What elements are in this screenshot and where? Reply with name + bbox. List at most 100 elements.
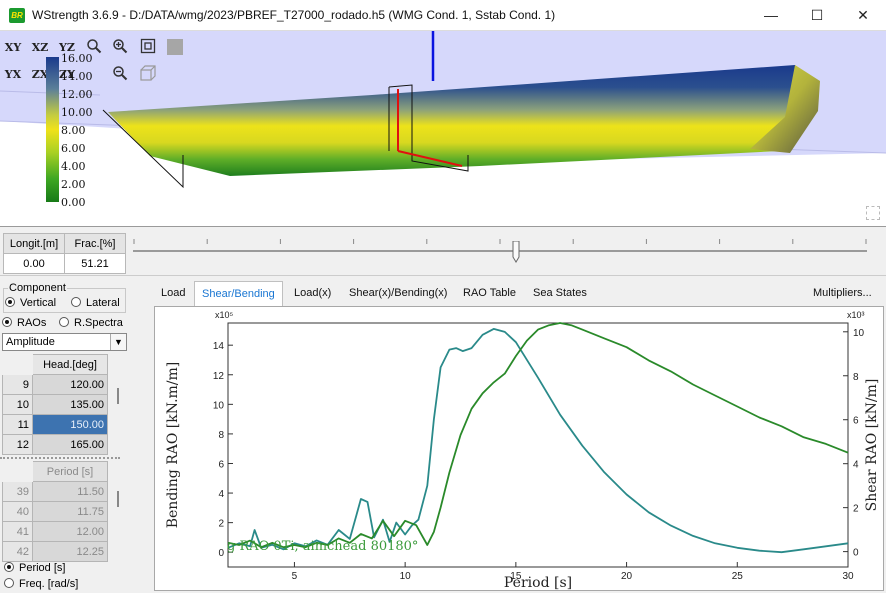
view-zy-button[interactable]: ZY xyxy=(59,68,75,81)
left-multiplier: x10⁵ xyxy=(215,310,234,320)
colorbar-label: 4.00 xyxy=(61,160,86,173)
left-y-tick-label: 6 xyxy=(218,459,224,470)
frac-header: Frac.[%] xyxy=(64,233,126,254)
tab-shear-bending-x[interactable]: Shear(x)/Bending(x) xyxy=(349,287,448,299)
tab-bar: Load Shear/Bending Load(x) Shear(x)/Bend… xyxy=(152,281,886,306)
radio-dot[interactable] xyxy=(71,297,81,307)
right-multiplier: x10³ xyxy=(847,310,865,320)
right-y-tick-label: 10 xyxy=(853,328,865,339)
right-y-tick-label: 8 xyxy=(853,372,859,383)
maximize-button[interactable]: ☐ xyxy=(810,7,824,23)
left-panel: Component Vertical Lateral RAOs R.Spectr… xyxy=(0,278,152,593)
heading-column-header[interactable]: Head.[deg] xyxy=(32,354,108,375)
left-y-tick-label: 4 xyxy=(218,489,224,500)
tab-rao-table[interactable]: RAO Table xyxy=(463,287,516,299)
colorbar-label: 6.00 xyxy=(61,142,86,155)
tab-sea-states[interactable]: Sea States xyxy=(533,287,587,299)
scrollbar[interactable] xyxy=(117,388,119,404)
radio-dot[interactable] xyxy=(59,317,69,327)
app-logo-icon: BR xyxy=(9,8,25,23)
window-title: WStrength 3.6.9 - D:/DATA/wmg/2023/PBREF… xyxy=(32,8,556,22)
view-yx-button[interactable]: YX xyxy=(4,68,22,81)
title-bar: BR WStrength 3.6.9 - D:/DATA/wmg/2023/PB… xyxy=(0,0,886,31)
longit-header: Longit.[m] xyxy=(3,233,65,254)
colorbar-label: 16.00 xyxy=(61,52,93,65)
hull-render xyxy=(0,31,886,189)
section-slider[interactable] xyxy=(133,250,867,252)
table-row[interactable]: 42 12.25 xyxy=(2,541,108,562)
3d-viewport[interactable]: XY XZ YZ YX ZX ZY 16.00 14.00 12.00 10.0… xyxy=(0,31,886,227)
left-y-tick-label: 14 xyxy=(213,341,225,352)
view-xz-button[interactable]: XZ xyxy=(31,41,49,54)
colorbar-label: 10.00 xyxy=(61,106,93,119)
table-row[interactable]: 39 11.50 xyxy=(2,481,108,502)
x-axis-label: Period [s] xyxy=(504,575,572,590)
table-row[interactable]: 40 11.75 xyxy=(2,501,108,522)
lateral-radio[interactable]: Lateral xyxy=(71,297,120,309)
table-row[interactable]: 41 12.00 xyxy=(2,521,108,542)
slider-thumb[interactable] xyxy=(512,240,520,263)
period-column-header[interactable]: Period [s] xyxy=(32,461,108,482)
radio-dot[interactable] xyxy=(2,317,12,327)
zoom-out-icon[interactable] xyxy=(110,65,130,85)
right-y-tick-label: 4 xyxy=(853,460,859,471)
raos-radio[interactable]: RAOs xyxy=(2,317,46,329)
divider xyxy=(0,457,120,459)
x-axis xyxy=(397,150,463,167)
heading-table[interactable]: Head.[deg] 9 120.00 10 135.00 11 150.00 12 1… xyxy=(2,354,108,455)
right-y-tick-label: 6 xyxy=(853,416,859,427)
zoom-icon[interactable] xyxy=(84,38,104,58)
rao-chart[interactable]: 5 10 15 20 25 30 0 2 4 6 8 10 12 14 0 2 4 6 8 10 x10⁵ x10³ … xyxy=(154,306,884,591)
left-y-tick-label: 0 xyxy=(218,548,224,559)
shear-rao-line xyxy=(227,322,849,549)
hull-bow xyxy=(750,65,820,153)
colorbar xyxy=(46,57,59,202)
longit-value[interactable]: 0.00 xyxy=(3,253,65,274)
expand-icon[interactable] xyxy=(866,206,880,220)
view-yz-button[interactable]: YZ xyxy=(59,41,75,54)
stop-icon[interactable] xyxy=(165,38,185,58)
table-row-selected[interactable]: 11 150.00 xyxy=(2,414,108,435)
colorbar-label: 2.00 xyxy=(61,178,86,191)
table-row[interactable]: 10 135.00 xyxy=(2,394,108,415)
radio-dot[interactable] xyxy=(4,562,14,572)
freq-radio[interactable]: Freq. [rad/s] xyxy=(4,578,78,590)
zoom-in-icon[interactable] xyxy=(110,38,130,58)
radio-dot[interactable] xyxy=(4,578,14,588)
colorbar-label: 8.00 xyxy=(61,124,86,137)
view-zx-button[interactable]: ZX xyxy=(31,68,49,81)
radio-dot[interactable] xyxy=(5,297,15,307)
table-row[interactable]: 9 120.00 xyxy=(2,374,108,395)
x-tick-label: 30 xyxy=(842,571,854,582)
colorbar-label: 14.00 xyxy=(61,70,93,83)
component-title: Component xyxy=(8,282,67,294)
x-tick-label: 5 xyxy=(292,571,298,582)
period-table[interactable]: Period [s] 39 11.50 40 11.75 41 12.00 42 12.… xyxy=(2,461,108,562)
chevron-down-icon[interactable]: ▼ xyxy=(110,334,126,350)
plot-frame xyxy=(227,322,849,568)
amplitude-select[interactable]: Amplitude ▼ xyxy=(2,333,127,351)
view-xy-button[interactable]: XY xyxy=(4,41,22,54)
fit-icon[interactable] xyxy=(138,38,158,58)
x-tick-label: 25 xyxy=(732,571,744,582)
right-y-tick-label: 0 xyxy=(853,548,859,559)
tab-load-x[interactable]: Load(x) xyxy=(294,287,332,299)
frac-value[interactable]: 51.21 xyxy=(64,253,126,274)
scrollbar[interactable] xyxy=(117,491,119,507)
minimize-button[interactable]: — xyxy=(764,7,778,23)
close-button[interactable]: ✕ xyxy=(857,7,869,23)
left-y-tick-label: 8 xyxy=(218,430,224,441)
period-radio[interactable]: Period [s] xyxy=(4,562,65,574)
tab-load[interactable]: Load xyxy=(161,287,186,299)
colorbar-label: 12.00 xyxy=(61,88,93,101)
multipliers-button[interactable]: Multipliers... xyxy=(813,287,872,299)
x-tick-label: 20 xyxy=(621,571,633,582)
colorbar-label: 0.00 xyxy=(61,196,86,209)
view-3d-icon[interactable] xyxy=(138,65,158,85)
tab-shear-bending[interactable]: Shear/Bending xyxy=(194,281,283,306)
table-row[interactable]: 12 165.00 xyxy=(2,434,108,455)
vertical-radio[interactable]: Vertical xyxy=(5,297,56,309)
x-tick-label: 10 xyxy=(400,571,412,582)
rspectra-radio[interactable]: R.Spectra xyxy=(59,317,123,329)
